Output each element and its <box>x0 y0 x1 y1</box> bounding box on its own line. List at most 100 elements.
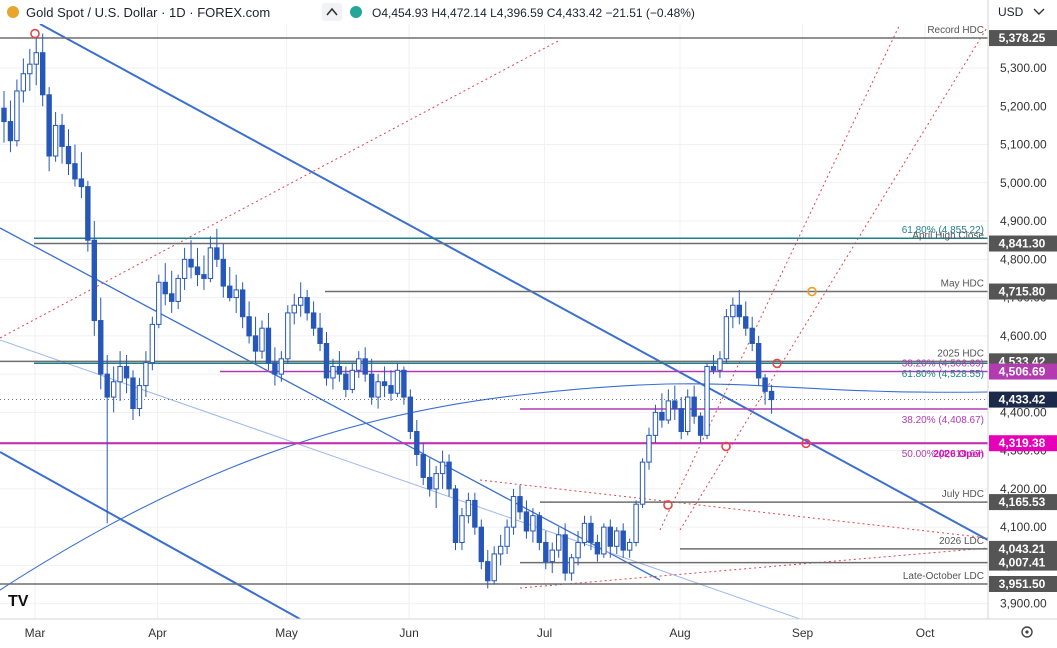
candle-body <box>201 274 207 279</box>
price-tag-label: 4,506.69 <box>999 365 1046 379</box>
price-tag-label: 4,165.53 <box>999 495 1046 509</box>
candle-body <box>594 541 601 555</box>
slope-down-line <box>479 479 988 539</box>
candle-body <box>601 526 607 555</box>
slope-up-line <box>519 547 988 589</box>
x-tick-label: Jun <box>399 626 418 640</box>
horizontal-levels <box>0 37 988 585</box>
price-tag-box <box>989 554 1057 571</box>
candle-body <box>568 557 575 574</box>
candle-body <box>755 343 762 379</box>
candle-body <box>491 553 497 582</box>
candle-body <box>639 461 646 505</box>
candle-body <box>414 431 420 455</box>
level-label: 38.20% (4,506.69) <box>902 359 984 370</box>
pivot-marker <box>30 28 40 39</box>
candle-body <box>162 281 168 295</box>
candle-body <box>298 297 304 306</box>
candle-body <box>181 258 188 279</box>
x-axis[interactable]: Mar Apr May Jun Jul Aug Sep Oct <box>25 626 935 640</box>
candle-body <box>285 312 291 360</box>
level-label: 50.00% (4,319.67) <box>902 449 984 460</box>
y-tick-label: 5,100.00 <box>1000 138 1047 152</box>
candle-body <box>401 369 407 398</box>
candle-body <box>439 461 446 475</box>
level-labels: Record HDC 61.80% (4,855.22)April High Cl… <box>902 25 985 582</box>
x-tick-label: Jul <box>537 626 552 640</box>
candle-body <box>104 373 110 398</box>
candle-body <box>762 377 768 392</box>
price-tag-label: 4,043.21 <box>999 542 1046 556</box>
candlestick-series <box>1 33 775 589</box>
y-tick-label: 5,300.00 <box>1000 61 1047 75</box>
y-tick-label: 4,100.00 <box>1000 520 1047 534</box>
candle-body <box>323 343 330 379</box>
last-price-tag <box>989 391 1057 408</box>
currency-selector[interactable]: USD <box>998 5 1045 19</box>
gear-icon[interactable] <box>1021 626 1033 638</box>
candle-body <box>27 63 33 75</box>
candle-body <box>20 73 27 92</box>
candle-body <box>233 289 239 299</box>
candle-body <box>239 289 246 318</box>
channel-mid-line <box>0 227 661 581</box>
candle-body <box>472 499 478 528</box>
y-tick-label: 3,900.00 <box>1000 597 1047 611</box>
level-label: Late-October LDC <box>903 571 984 582</box>
candle-body <box>704 365 710 436</box>
candle-body <box>678 408 684 433</box>
candle-body <box>330 365 336 379</box>
candle-body <box>543 541 549 563</box>
candle-body <box>652 411 659 436</box>
candle-body <box>7 121 14 142</box>
candle-body <box>156 281 162 325</box>
candle-body <box>343 373 349 390</box>
x-tick-label: Apr <box>148 626 167 640</box>
x-tick-label: Sep <box>792 626 814 640</box>
status-dot-icon <box>350 6 362 18</box>
candle-body <box>697 415 704 436</box>
candle-body <box>207 247 214 279</box>
candle-body <box>78 178 85 188</box>
candle-body <box>194 266 201 276</box>
candle-body <box>40 52 46 96</box>
candle-body <box>523 511 530 532</box>
level-label: 61.80% (4,528.55) <box>902 369 984 380</box>
candle-body <box>368 373 375 398</box>
candle-body <box>136 385 143 410</box>
candle-body <box>710 365 717 371</box>
candle-body <box>85 186 91 241</box>
candle-body <box>420 453 426 478</box>
candle-body <box>497 545 504 555</box>
candle-body <box>478 526 485 563</box>
price-tag-box <box>989 435 1057 452</box>
y-tick-label: 5,200.00 <box>1000 99 1047 113</box>
price-tag-label: 3,951.50 <box>999 577 1046 591</box>
candle-body <box>749 327 755 345</box>
candle-body <box>633 503 639 543</box>
candle-body <box>381 381 388 387</box>
candle-body <box>672 400 678 410</box>
candle-body <box>530 515 536 532</box>
candle-body <box>517 496 523 513</box>
chevron-down-icon[interactable] <box>1033 8 1045 15</box>
chevron-up-icon[interactable] <box>322 3 342 21</box>
price-tag-box <box>989 540 1057 557</box>
candle-body <box>33 52 39 65</box>
candle-body <box>130 377 136 410</box>
y-tick-label: 4,400.00 <box>1000 405 1047 419</box>
price-tag-label: 4,319.38 <box>999 436 1046 450</box>
level-label: 2026 Open <box>933 449 984 460</box>
y-axis[interactable]: 3,900.004,000.004,100.004,200.004,300.00… <box>1000 61 1047 611</box>
x-tick-label: Oct <box>916 626 935 640</box>
tv-logo-text: TV <box>8 593 29 610</box>
candle-body <box>465 499 472 517</box>
candle-body <box>1 107 7 123</box>
candle-body <box>246 316 252 337</box>
candle-body <box>510 496 517 528</box>
candle-body <box>52 124 59 157</box>
candle-body <box>394 369 401 394</box>
level-label: 2025 HDC <box>937 348 984 359</box>
